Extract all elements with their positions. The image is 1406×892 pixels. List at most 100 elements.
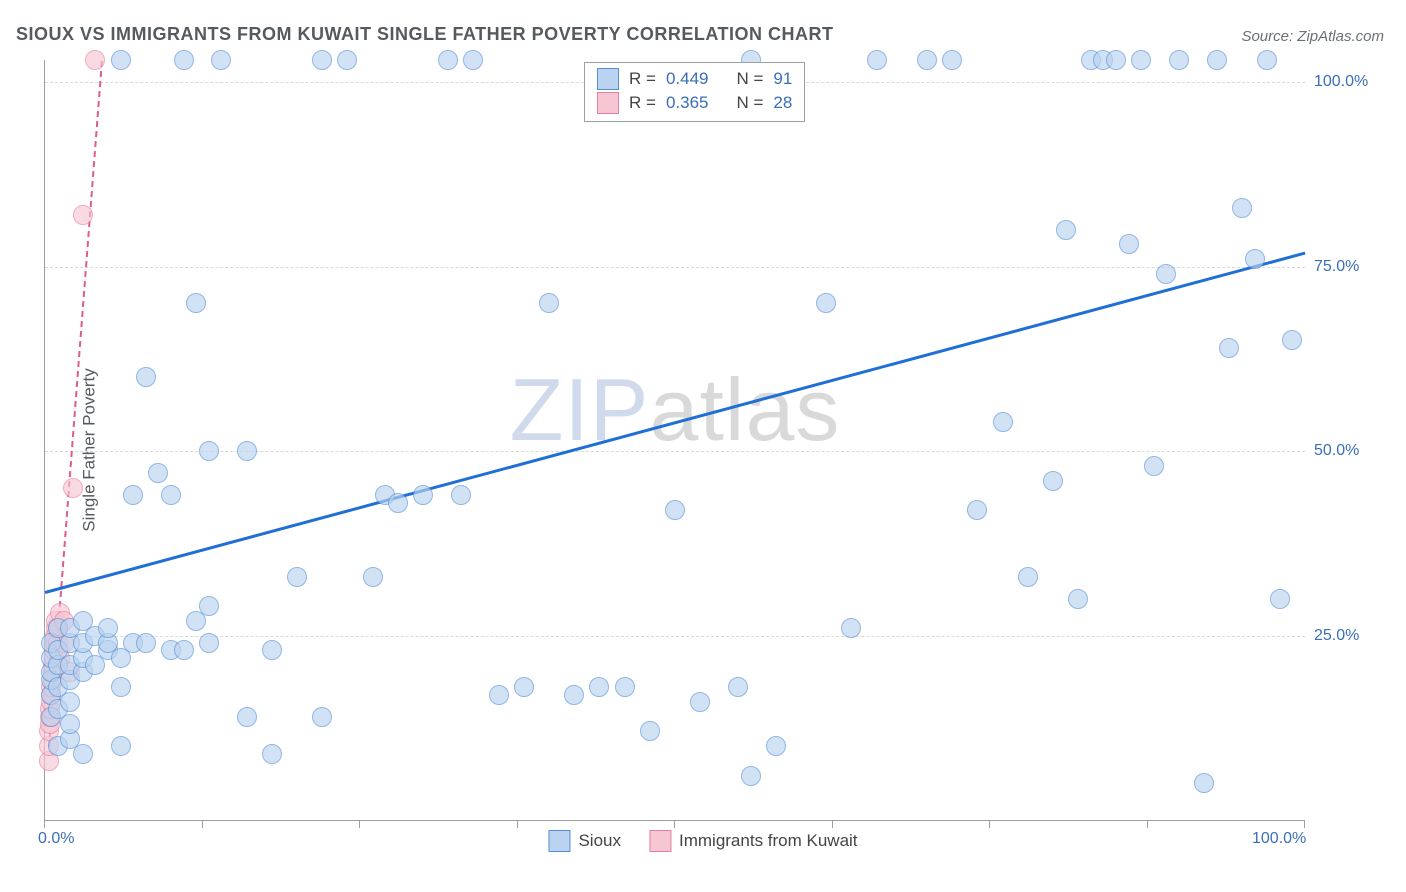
x-tick [674, 820, 675, 828]
data-point [1270, 589, 1290, 609]
chart-container: SIOUX VS IMMIGRANTS FROM KUWAIT SINGLE F… [0, 0, 1406, 892]
data-point [1043, 471, 1063, 491]
data-point [63, 478, 83, 498]
data-point [312, 50, 332, 70]
data-point [237, 707, 257, 727]
watermark: ZIPatlas [510, 359, 841, 461]
legend-swatch-sioux [548, 830, 570, 852]
legend-label-kuwait: Immigrants from Kuwait [679, 831, 858, 851]
data-point [73, 744, 93, 764]
data-point [262, 640, 282, 660]
x-tick [1304, 820, 1305, 828]
stats-row-0: R = 0.449 N = 91 [597, 67, 792, 91]
data-point [539, 293, 559, 313]
data-point [1056, 220, 1076, 240]
data-point [615, 677, 635, 697]
data-point [514, 677, 534, 697]
gridline [45, 451, 1305, 452]
data-point [1068, 589, 1088, 609]
data-point [1119, 234, 1139, 254]
legend-item-kuwait: Immigrants from Kuwait [649, 830, 858, 852]
data-point [640, 721, 660, 741]
r-label: R = [629, 67, 656, 91]
data-point [489, 685, 509, 705]
legend-swatch-kuwait [649, 830, 671, 852]
data-point [917, 50, 937, 70]
data-point [199, 441, 219, 461]
data-point [1257, 50, 1277, 70]
x-tick [359, 820, 360, 828]
data-point [413, 485, 433, 505]
x-tick [989, 820, 990, 828]
y-tick-label: 50.0% [1314, 442, 1359, 460]
legend-item-sioux: Sioux [548, 830, 621, 852]
gridline [45, 267, 1305, 268]
data-point [993, 412, 1013, 432]
x-tick [44, 820, 45, 828]
plot-area: Single Father Poverty ZIPatlas R = 0.449… [44, 60, 1364, 820]
data-point [816, 293, 836, 313]
data-point [1219, 338, 1239, 358]
data-point [463, 50, 483, 70]
data-point [337, 50, 357, 70]
data-point [741, 766, 761, 786]
data-point [1144, 456, 1164, 476]
data-point [111, 50, 131, 70]
data-point [841, 618, 861, 638]
n-label: N = [736, 67, 763, 91]
data-point [85, 50, 105, 70]
data-point [136, 367, 156, 387]
data-point [589, 677, 609, 697]
x-tick [202, 820, 203, 828]
data-point [123, 485, 143, 505]
data-point [73, 205, 93, 225]
data-point [1106, 50, 1126, 70]
data-point [728, 677, 748, 697]
n-value-0: 91 [773, 67, 792, 91]
scatter-plot: ZIPatlas [44, 60, 1305, 821]
x-tick [832, 820, 833, 828]
data-point [1282, 330, 1302, 350]
data-point [1169, 50, 1189, 70]
data-point [174, 50, 194, 70]
watermark-atlas: atlas [650, 360, 841, 459]
data-point [312, 707, 332, 727]
x-tick-label: 0.0% [38, 830, 74, 848]
n-label: N = [736, 91, 763, 115]
data-point [60, 714, 80, 734]
data-point [564, 685, 584, 705]
r-value-1: 0.365 [666, 91, 709, 115]
x-tick [517, 820, 518, 828]
data-point [199, 633, 219, 653]
y-tick-label: 25.0% [1314, 627, 1359, 645]
trend-line [45, 252, 1306, 594]
data-point [942, 50, 962, 70]
chart-title: SIOUX VS IMMIGRANTS FROM KUWAIT SINGLE F… [16, 24, 834, 45]
data-point [1194, 773, 1214, 793]
gridline [45, 636, 1305, 637]
data-point [363, 567, 383, 587]
data-point [136, 633, 156, 653]
data-point [161, 485, 181, 505]
r-value-0: 0.449 [666, 67, 709, 91]
data-point [98, 618, 118, 638]
r-label: R = [629, 91, 656, 115]
data-point [1156, 264, 1176, 284]
swatch-kuwait [597, 92, 619, 114]
data-point [60, 692, 80, 712]
x-tick-label: 100.0% [1252, 830, 1306, 848]
swatch-sioux [597, 68, 619, 90]
data-point [690, 692, 710, 712]
y-tick-label: 75.0% [1314, 258, 1359, 276]
watermark-zip: ZIP [510, 360, 650, 459]
data-point [111, 677, 131, 697]
data-point [1232, 198, 1252, 218]
data-point [867, 50, 887, 70]
stats-row-1: R = 0.365 N = 28 [597, 91, 792, 115]
data-point [1018, 567, 1038, 587]
data-point [766, 736, 786, 756]
data-point [211, 50, 231, 70]
data-point [1207, 50, 1227, 70]
data-point [438, 50, 458, 70]
legend-label-sioux: Sioux [578, 831, 621, 851]
